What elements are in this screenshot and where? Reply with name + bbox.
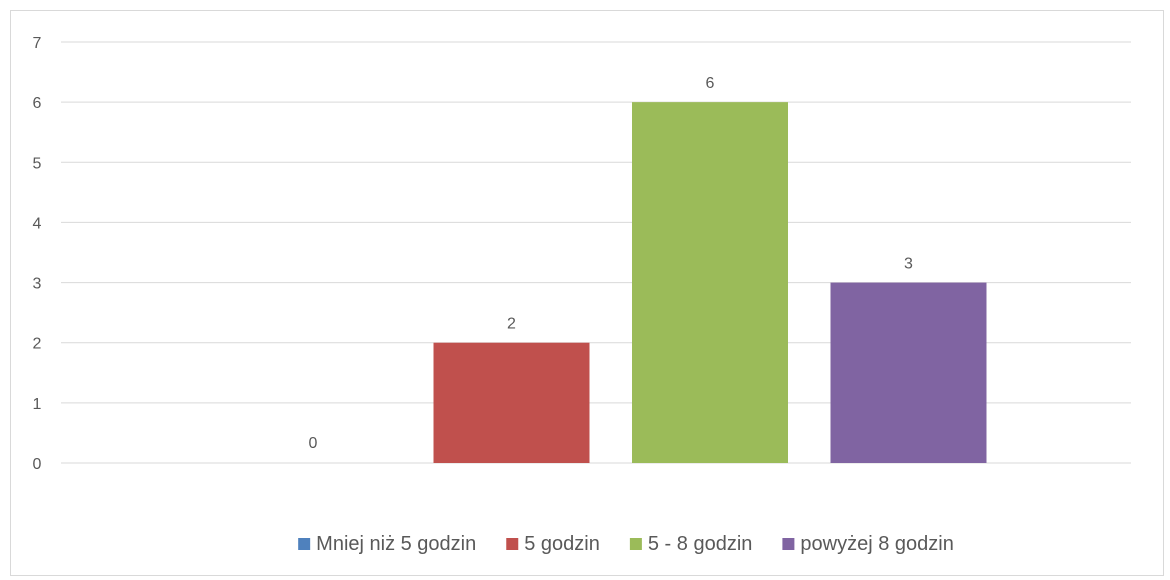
legend-swatch xyxy=(782,538,795,550)
data-label: 3 xyxy=(904,256,913,273)
gridlines xyxy=(61,41,1131,464)
legend-swatch xyxy=(506,538,519,550)
y-tick-label: 6 xyxy=(33,95,42,112)
bar xyxy=(632,102,788,464)
y-tick-label: 7 xyxy=(33,35,42,52)
y-tick-label: 3 xyxy=(33,276,42,293)
y-tick-label: 0 xyxy=(33,456,42,473)
data-label: 2 xyxy=(507,316,516,333)
legend-swatch xyxy=(298,538,311,550)
y-tick-label: 5 xyxy=(33,155,42,172)
bars xyxy=(433,102,987,464)
data-label: 0 xyxy=(309,435,318,452)
y-tick-label: 2 xyxy=(33,336,42,353)
data-label: 6 xyxy=(706,75,715,92)
legend-label: Mniej niż 5 godzin xyxy=(316,533,476,555)
y-tick-label: 4 xyxy=(33,215,42,232)
y-tick-label: 1 xyxy=(33,396,42,413)
legend-label: powyżej 8 godzin xyxy=(800,533,953,555)
legend: Mniej niż 5 godzin 5 godzin 5 - 8 godzin po… xyxy=(298,533,954,555)
bar xyxy=(433,342,590,463)
legend-label: 5 godzin xyxy=(524,533,600,555)
legend-swatch xyxy=(629,538,642,550)
bar-chart: 0 1 2 3 4 5 6 7 0 2 6 3 Mniej niż 5 godzin 5 godzin… xyxy=(33,35,1131,555)
data-labels: 0 2 6 3 xyxy=(309,75,914,452)
y-axis-tick-labels: 0 1 2 3 4 5 6 7 xyxy=(33,35,42,473)
bar xyxy=(830,282,987,463)
legend-label: 5 - 8 godzin xyxy=(648,533,753,555)
chart-frame: 0 1 2 3 4 5 6 7 0 2 6 3 Mniej niż 5 godzin 5 godzin… xyxy=(10,10,1164,576)
